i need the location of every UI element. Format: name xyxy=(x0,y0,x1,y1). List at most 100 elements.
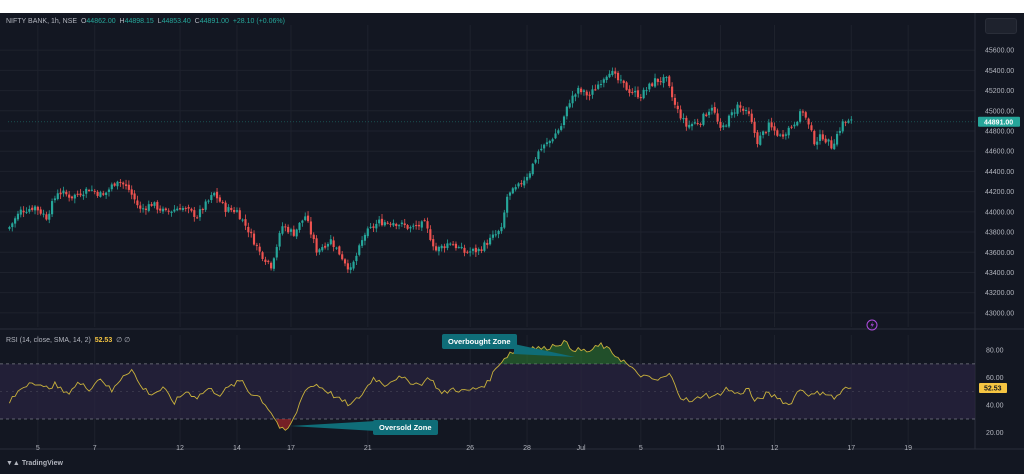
candle xyxy=(193,206,196,222)
candle xyxy=(136,195,139,209)
candle xyxy=(324,242,327,250)
time-tick-label: 17 xyxy=(287,445,295,452)
price-tick-label: 45600.00 xyxy=(985,48,1014,55)
candle xyxy=(446,239,449,251)
candle xyxy=(423,218,426,222)
candle xyxy=(784,132,787,140)
candle xyxy=(554,128,557,140)
candle xyxy=(702,112,705,127)
time-tick-label: 7 xyxy=(93,445,97,452)
candle xyxy=(164,207,167,212)
candle xyxy=(813,129,816,146)
candle xyxy=(221,200,224,205)
time-tick-label: 28 xyxy=(523,445,531,452)
low-value: 44853.40 xyxy=(161,18,191,25)
time-tick-label: 26 xyxy=(466,445,474,452)
candle xyxy=(426,217,429,234)
candle xyxy=(230,205,233,213)
candle xyxy=(415,220,418,230)
candle xyxy=(346,259,349,274)
symbol-legend[interactable]: NIFTY BANK, 1h, NSE O44862.00 H44898.15 … xyxy=(6,18,285,25)
time-tick-label: 12 xyxy=(176,445,184,452)
candle xyxy=(454,241,458,251)
candle xyxy=(705,112,708,118)
candle xyxy=(11,222,14,232)
tradingview-logo[interactable]: ▼▲ TradingView xyxy=(6,460,63,467)
chart-canvas[interactable]: 43000.00 43200.00 43400.00 43600.00 43800.00… xyxy=(0,13,1024,474)
symbol-label: NIFTY BANK, 1h, NSE xyxy=(6,18,78,25)
candle xyxy=(545,137,549,147)
rsi-tick-label: 80.00 xyxy=(986,348,1004,355)
candle xyxy=(295,228,298,240)
last-price-tag xyxy=(978,116,1020,127)
candle xyxy=(397,224,401,230)
candle xyxy=(639,94,642,102)
candle xyxy=(799,108,802,124)
candlestick-series xyxy=(8,67,853,274)
candle xyxy=(574,93,577,102)
candle xyxy=(33,205,37,215)
candle xyxy=(79,189,82,198)
candle xyxy=(642,87,645,100)
settings-button[interactable] xyxy=(985,18,1017,34)
last-price-label: 44891.00 xyxy=(984,119,1013,126)
tradingview-icon: ▼▲ xyxy=(6,460,20,467)
candle xyxy=(847,118,850,124)
candle xyxy=(440,244,443,252)
candle xyxy=(306,211,310,223)
candle xyxy=(375,219,378,233)
candle xyxy=(821,130,824,141)
candle xyxy=(349,262,352,274)
candle xyxy=(773,122,776,136)
candle xyxy=(147,200,150,213)
candle xyxy=(671,82,674,101)
candle xyxy=(679,105,682,121)
time-tick-label: 12 xyxy=(771,445,779,452)
candle xyxy=(139,201,142,213)
rsi-legend-extra: ∅ ∅ xyxy=(116,337,131,344)
candle xyxy=(16,210,20,222)
candle xyxy=(406,224,409,231)
price-tick-label: 43600.00 xyxy=(985,250,1014,257)
price-axis[interactable]: 43000.00 43200.00 43400.00 43600.00 43800.00… xyxy=(8,48,1020,318)
candle xyxy=(267,259,270,265)
candle xyxy=(332,236,335,252)
time-axis[interactable]: 5 7 12 14 17 21 26 28 Jul 5 10 12 17 19 xyxy=(36,445,912,452)
candle xyxy=(543,143,546,153)
candle xyxy=(372,223,375,232)
candle xyxy=(696,118,699,126)
candle xyxy=(656,78,659,86)
candle xyxy=(343,258,347,267)
candle xyxy=(699,122,702,128)
candle xyxy=(207,199,210,204)
high-label: H xyxy=(119,18,125,25)
candle xyxy=(460,242,463,250)
candle xyxy=(241,218,244,223)
candle xyxy=(469,247,472,257)
candle xyxy=(605,75,608,83)
rsi-axis[interactable]: 20.00 40.00 60.00 80.00 52.53 xyxy=(979,348,1007,438)
candle xyxy=(70,195,74,201)
candle xyxy=(511,186,514,195)
candle xyxy=(28,205,31,214)
candle xyxy=(53,195,57,203)
candle xyxy=(298,221,301,233)
candle xyxy=(8,225,11,231)
candle xyxy=(582,89,586,96)
candle xyxy=(477,247,480,256)
candle xyxy=(133,190,136,204)
lightning-icon[interactable] xyxy=(866,319,878,331)
candle xyxy=(93,188,96,195)
candle xyxy=(562,115,566,129)
price-tick-label: 43400.00 xyxy=(985,270,1014,277)
candle xyxy=(176,206,179,212)
candle xyxy=(764,130,768,135)
price-tick-label: 43000.00 xyxy=(985,310,1014,317)
chart-frame[interactable]: 43000.00 43200.00 43400.00 43600.00 43800.00… xyxy=(0,13,1024,474)
candle xyxy=(383,219,386,227)
rsi-legend[interactable]: RSI (14, close, SMA, 14, 2) 52.53 ∅ ∅ xyxy=(6,336,130,344)
candle xyxy=(190,207,193,213)
candle xyxy=(850,116,853,124)
candle xyxy=(170,210,173,217)
candle xyxy=(412,223,415,230)
